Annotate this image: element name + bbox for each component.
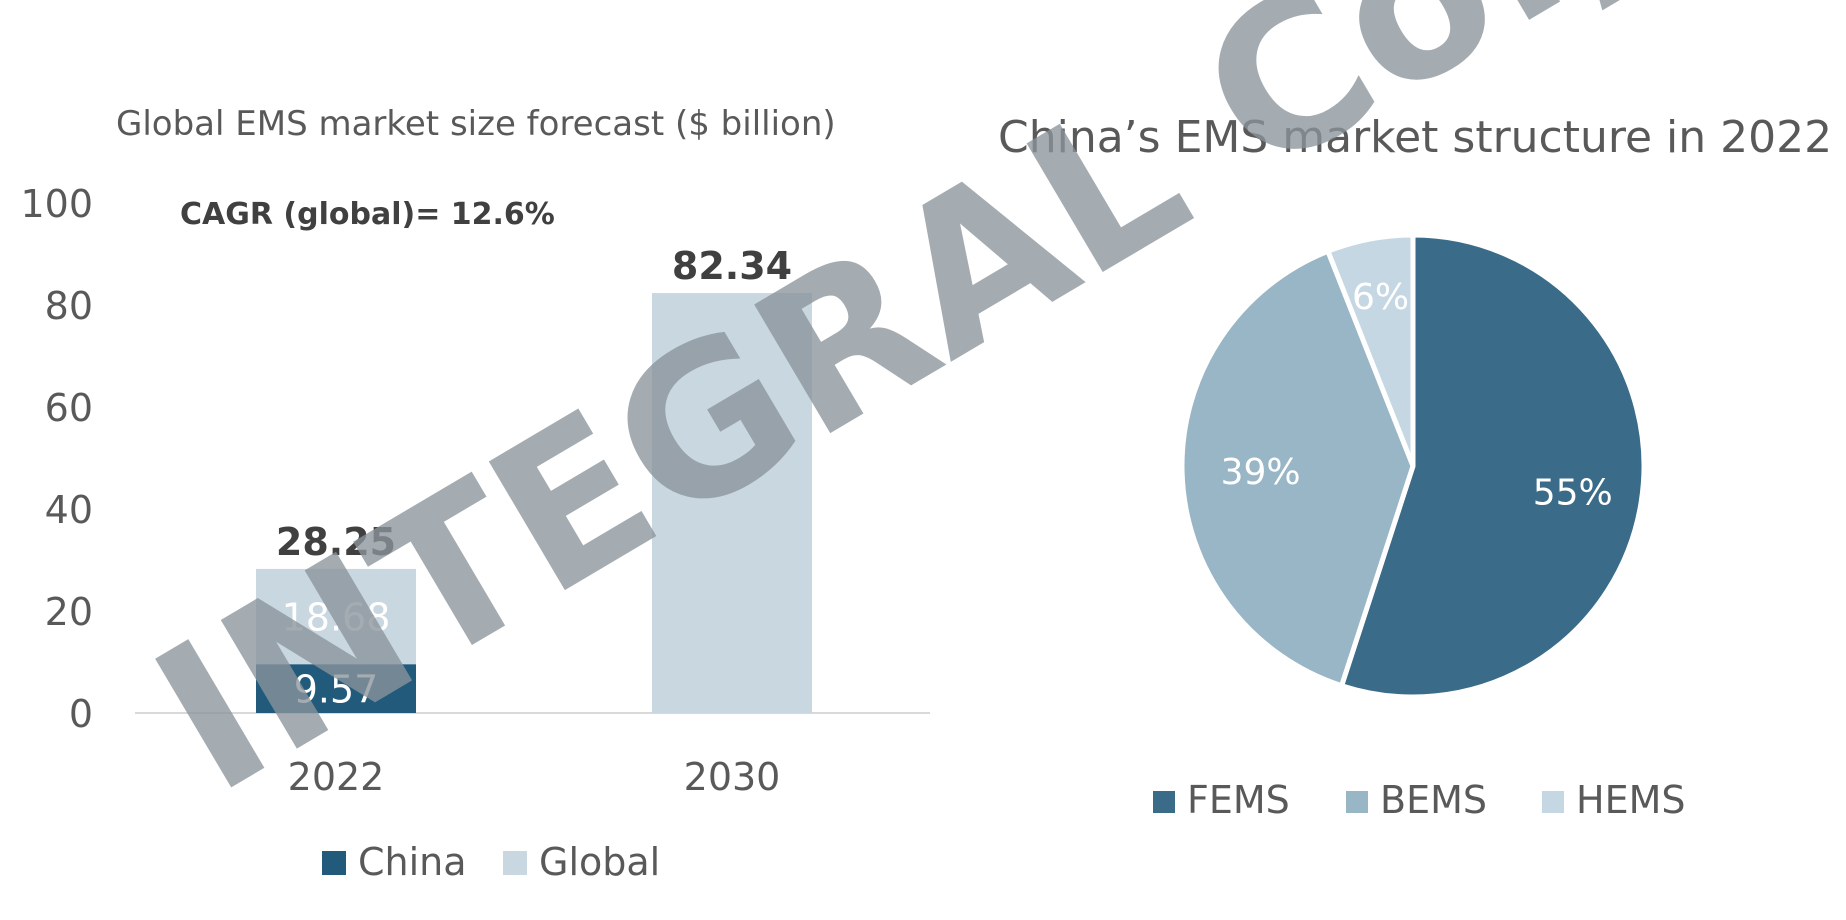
bar-value-label: 9.57 bbox=[294, 668, 379, 712]
bar-value-label: 18.68 bbox=[282, 596, 391, 640]
pie-legend: FEMS BEMS HEMS bbox=[1153, 778, 1686, 822]
bar-chart-title: Global EMS market size forecast ($ billi… bbox=[116, 104, 836, 144]
bar-total-label: 82.34 bbox=[672, 244, 792, 288]
y-tick-label: 20 bbox=[45, 590, 93, 634]
legend-label: FEMS bbox=[1187, 778, 1290, 822]
bar-china-2022 bbox=[256, 664, 416, 713]
pie-marks: 55% 39% 6% bbox=[1179, 232, 1647, 700]
pie-chart-title: China’s EMS market structure in 2022 bbox=[998, 112, 1832, 163]
bar-global-2030 bbox=[652, 293, 812, 713]
legend-swatch-global bbox=[503, 851, 527, 875]
legend-swatch-fems bbox=[1153, 791, 1175, 813]
pie-slice-bems bbox=[1179, 248, 1416, 689]
legend-swatch-hems bbox=[1542, 791, 1564, 813]
bar-y-axis: 0 20 40 60 80 100 bbox=[20, 182, 93, 736]
x-tick-label: 2030 bbox=[684, 755, 781, 799]
x-tick-label: 2022 bbox=[288, 755, 385, 799]
y-tick-label: 0 bbox=[69, 692, 93, 736]
y-tick-label: 40 bbox=[45, 488, 93, 532]
cagr-annotation: CAGR (global)= 12.6% bbox=[180, 197, 555, 232]
legend-label: HEMS bbox=[1576, 778, 1686, 822]
bar-marks: 9.57 18.68 28.25 82.34 bbox=[256, 244, 812, 713]
y-tick-label: 100 bbox=[20, 182, 93, 226]
pie-slice-fems bbox=[1339, 232, 1647, 700]
legend-label: China bbox=[358, 840, 467, 884]
legend-swatch-bems bbox=[1346, 791, 1368, 813]
legend-label: Global bbox=[539, 840, 660, 884]
bar-x-axis: 2022 2030 bbox=[288, 755, 781, 799]
legend-swatch-china bbox=[322, 851, 346, 875]
pie-slice-label: 39% bbox=[1221, 452, 1301, 493]
bar-global-2022 bbox=[256, 568, 416, 665]
pie-slice-label: 6% bbox=[1352, 277, 1409, 318]
bar-legend: China Global bbox=[322, 840, 660, 884]
bar-chart: Global EMS market size forecast ($ billi… bbox=[20, 104, 930, 884]
y-tick-label: 80 bbox=[45, 284, 93, 328]
pie-chart: China’s EMS market structure in 2022 55%… bbox=[998, 112, 1832, 822]
pie-slice-hems bbox=[1325, 232, 1416, 469]
legend-label: BEMS bbox=[1380, 778, 1487, 822]
y-tick-label: 60 bbox=[45, 386, 93, 430]
bar-total-label: 28.25 bbox=[276, 520, 396, 564]
pie-slice-label: 55% bbox=[1533, 472, 1613, 513]
